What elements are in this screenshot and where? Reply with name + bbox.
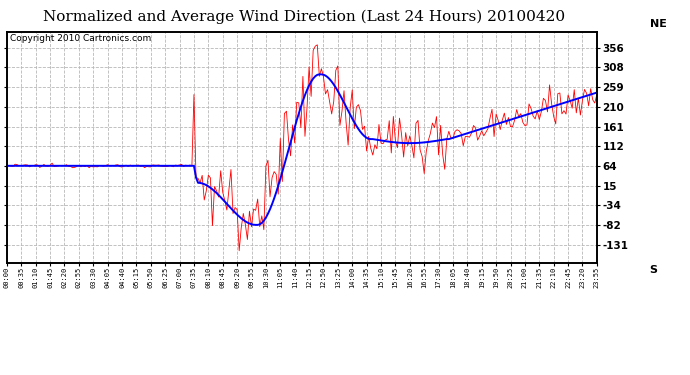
Text: S: S — [649, 265, 658, 275]
Text: Copyright 2010 Cartronics.com: Copyright 2010 Cartronics.com — [10, 34, 151, 43]
Text: Normalized and Average Wind Direction (Last 24 Hours) 20100420: Normalized and Average Wind Direction (L… — [43, 9, 564, 24]
Text: NE: NE — [649, 19, 667, 29]
